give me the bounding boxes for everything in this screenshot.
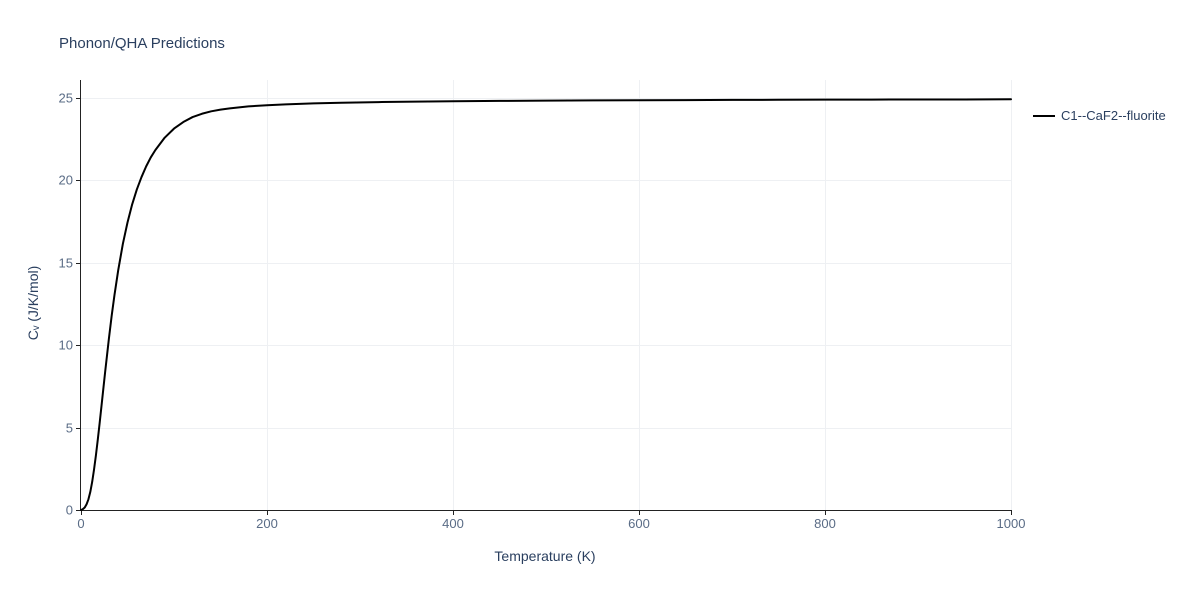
x-tick-mark: [825, 510, 826, 515]
y-tick-label: 20: [59, 173, 73, 188]
y-tick-label: 15: [59, 255, 73, 270]
legend: C1--CaF2--fluorite: [1033, 108, 1166, 123]
x-tick-label: 800: [814, 516, 836, 531]
x-tick-label: 0: [77, 516, 84, 531]
y-axis-label: Cᵥ (J/K/mol): [25, 266, 41, 341]
series-line[interactable]: [81, 99, 1011, 510]
gridline-vertical: [1011, 80, 1012, 510]
plot-area[interactable]: 020040060080010000510152025: [80, 80, 1011, 511]
legend-series-label: C1--CaF2--fluorite: [1061, 108, 1166, 123]
x-tick-label: 200: [256, 516, 278, 531]
x-axis-label: Temperature (K): [494, 548, 595, 564]
y-tick-label: 0: [66, 503, 73, 518]
x-tick-label: 1000: [997, 516, 1026, 531]
y-tick-label: 5: [66, 420, 73, 435]
series-svg: [81, 80, 1011, 510]
x-tick-label: 600: [628, 516, 650, 531]
x-tick-mark: [453, 510, 454, 515]
chart-title: Phonon/QHA Predictions: [59, 35, 225, 52]
x-tick-mark: [1011, 510, 1012, 515]
x-tick-mark: [639, 510, 640, 515]
x-tick-label: 400: [442, 516, 464, 531]
y-tick-label: 25: [59, 91, 73, 106]
chart-container: Phonon/QHA Predictions 02004006008001000…: [0, 0, 1200, 600]
x-tick-mark: [267, 510, 268, 515]
legend-line-icon: [1033, 115, 1055, 117]
y-tick-label: 10: [59, 338, 73, 353]
